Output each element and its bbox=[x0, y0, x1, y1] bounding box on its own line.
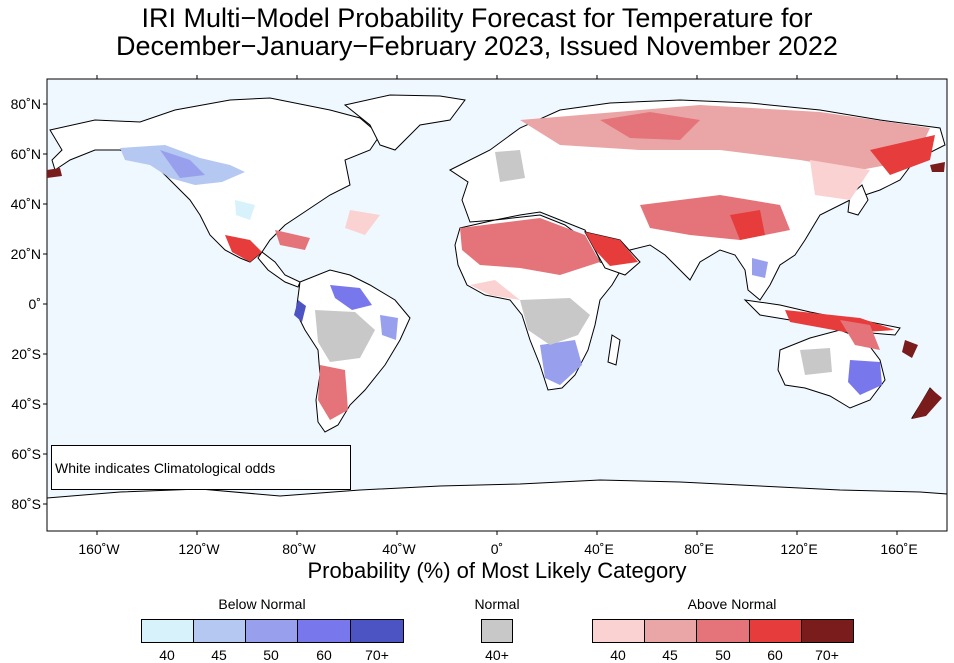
lon-label: 160˚W bbox=[78, 541, 120, 557]
climatology-note: White indicates Climatological odds bbox=[51, 445, 351, 490]
above-normal-regions bbox=[225, 105, 935, 420]
above-normal-swatch bbox=[801, 619, 854, 643]
normal-regions bbox=[315, 150, 832, 375]
lat-label: 80˚N bbox=[10, 96, 41, 112]
above-normal-swatch bbox=[592, 619, 645, 643]
lat-label: 60˚S bbox=[11, 446, 41, 462]
lat-label: 40˚S bbox=[11, 396, 41, 412]
normal-swatch bbox=[481, 619, 513, 643]
above-normal-label: 45 bbox=[662, 647, 678, 663]
below-normal-swatch bbox=[350, 619, 404, 643]
lon-label: 120˚E bbox=[780, 541, 818, 557]
antarctica bbox=[46, 479, 948, 532]
above-normal-swatch bbox=[749, 619, 802, 643]
below-normal-label: 70+ bbox=[365, 647, 389, 663]
strong-above-normal-regions bbox=[47, 162, 945, 419]
lon-label: 40˚E bbox=[584, 541, 614, 557]
below-normal-title: Below Normal bbox=[218, 596, 306, 612]
above-normal-title: Above Normal bbox=[687, 596, 777, 612]
below-normal-swatch bbox=[245, 619, 298, 643]
lat-label: 0˚ bbox=[28, 296, 41, 312]
lat-label: 20˚S bbox=[11, 346, 41, 362]
lon-label: 80˚W bbox=[282, 541, 316, 557]
map-title-line-1: IRI Multi−Model Probability Forecast for… bbox=[141, 3, 813, 33]
above-normal-swatch bbox=[696, 619, 750, 643]
greenland bbox=[343, 94, 466, 151]
lon-label: 80˚E bbox=[684, 541, 714, 557]
below-normal-label: 40 bbox=[159, 647, 175, 663]
above-normal-label: 70+ bbox=[815, 647, 839, 663]
lat-label: 40˚N bbox=[10, 196, 41, 212]
lon-label: 160˚E bbox=[880, 541, 918, 557]
lon-label: 40˚W bbox=[382, 541, 416, 557]
below-normal-label: 45 bbox=[211, 647, 227, 663]
lat-label: 80˚S bbox=[11, 496, 41, 512]
above-normal-label: 40 bbox=[610, 647, 626, 663]
below-normal-swatch bbox=[193, 619, 246, 643]
normal-label: 40+ bbox=[485, 647, 509, 663]
below-normal-label: 60 bbox=[316, 647, 332, 663]
lat-label: 60˚N bbox=[10, 146, 41, 162]
legend-axis-title: Probability (%) of Most Likely Category bbox=[307, 558, 687, 583]
above-normal-label: 60 bbox=[767, 647, 783, 663]
above-normal-swatch bbox=[644, 619, 697, 643]
lon-label: 120˚W bbox=[178, 541, 220, 557]
map-title-line-2: December−January−February 2023, Issued N… bbox=[116, 31, 838, 61]
above-normal-label: 50 bbox=[715, 647, 731, 663]
below-normal-swatch bbox=[141, 619, 194, 643]
madagascar bbox=[607, 334, 621, 366]
central-america bbox=[257, 251, 301, 288]
lon-ticks bbox=[96, 75, 898, 535]
normal-title: Normal bbox=[474, 596, 520, 612]
below-normal-swatch bbox=[297, 619, 351, 643]
lon-label: 0˚ bbox=[490, 541, 504, 557]
lat-ticks bbox=[43, 103, 47, 505]
lat-label: 20˚N bbox=[10, 246, 41, 262]
below-normal-label: 50 bbox=[263, 647, 279, 663]
below-normal-regions bbox=[120, 145, 882, 395]
